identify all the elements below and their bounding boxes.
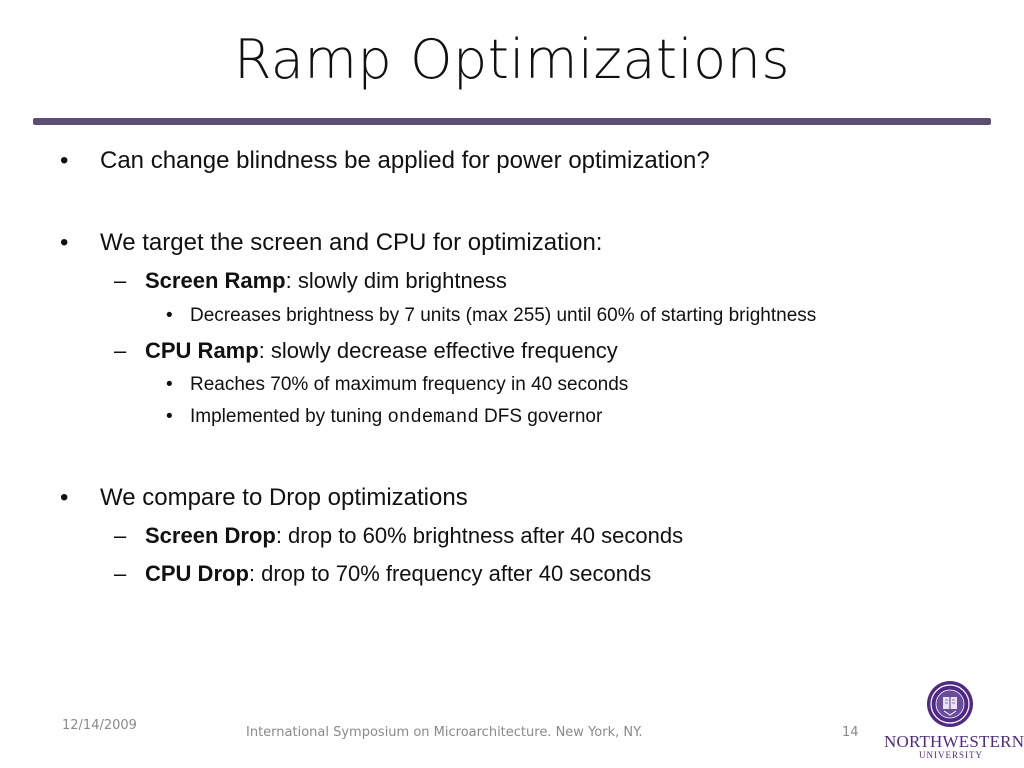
subbullet-bold: CPU Drop [145, 561, 249, 586]
subbullet-bold: Screen Ramp [145, 268, 286, 293]
footer-date: 12/14/2009 [62, 718, 137, 733]
logo-subtitle: UNIVERSITY [919, 750, 983, 760]
code-ondemand: ondemand [387, 406, 479, 428]
subsubbullet-text: DFS governor [478, 406, 603, 427]
university-seal-icon [927, 681, 973, 727]
slide-title: Ramp Optimizations [233, 28, 791, 91]
bullet-text: We target the screen and CPU for optimiz… [100, 229, 603, 256]
subbullet-text: : slowly dim brightness [285, 268, 507, 293]
dash-marker: – [114, 268, 127, 293]
bullet-marker: • [166, 406, 173, 427]
slide-number: 14 [842, 725, 859, 740]
dash-marker: – [114, 338, 127, 363]
subbullet-bold: CPU Ramp [145, 338, 259, 363]
bullet-marker: • [60, 484, 69, 511]
subbullet-cpu-drop: – CPU Drop: drop to 70% frequency after 4… [114, 561, 651, 587]
logo-wordmark: NORTHWESTERN [884, 732, 1024, 751]
subsubbullet-text: Decreases brightness by 7 units (max 255… [190, 305, 817, 326]
bullet-2: • We target the screen and CPU for optimi… [60, 229, 602, 257]
title-divider [33, 118, 991, 125]
subsubbullet-frequency: • Reaches 70% of maximum frequency in 40 … [166, 374, 628, 396]
bullet-3: • We compare to Drop optimizations [60, 484, 468, 512]
subbullet-text: : drop to 70% frequency after 40 seconds [248, 561, 652, 586]
bullet-text: We compare to Drop optimizations [100, 484, 468, 511]
dash-marker: – [114, 523, 127, 548]
footer-conference: International Symposium on Microarchitec… [246, 725, 643, 740]
bullet-marker: • [166, 305, 173, 326]
bullet-marker: • [60, 229, 69, 256]
bullet-marker: • [166, 374, 173, 395]
subbullet-text: : drop to 60% brightness after 40 second… [275, 523, 684, 548]
bullet-text: Can change blindness be applied for powe… [100, 147, 710, 174]
dash-marker: – [114, 561, 127, 586]
subbullet-bold: Screen Drop [145, 523, 276, 548]
subsubbullet-governor: • Implemented by tuning ondemand DFS gove… [166, 406, 602, 428]
subbullet-screen-drop: – Screen Drop: drop to 60% brightness aft… [114, 523, 683, 549]
subbullet-text: : slowly decrease effective frequency [258, 338, 618, 363]
bullet-marker: • [60, 147, 69, 174]
subbullet-cpu-ramp: – CPU Ramp: slowly decrease effective fre… [114, 338, 618, 364]
subsubbullet-brightness: • Decreases brightness by 7 units (max 25… [166, 305, 816, 327]
subsubbullet-text: Implemented by tuning [190, 406, 388, 427]
bullet-1: • Can change blindness be applied for pow… [60, 147, 710, 175]
subbullet-screen-ramp: – Screen Ramp: slowly dim brightness [114, 268, 507, 294]
northwestern-logo: NORTHWESTERN UNIVERSITY [884, 680, 1024, 764]
subsubbullet-text: Reaches 70% of maximum frequency in 40 s… [190, 374, 629, 395]
